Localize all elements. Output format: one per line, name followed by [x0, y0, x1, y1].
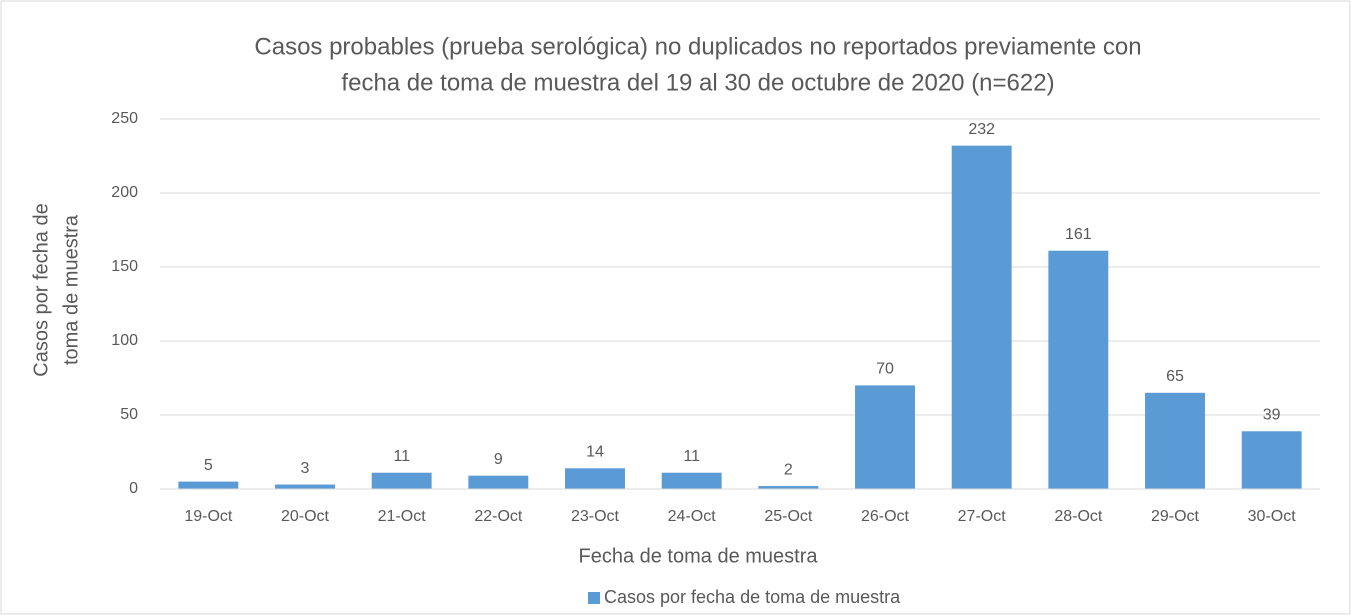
data-label: 5: [204, 457, 213, 474]
data-label: 11: [393, 448, 410, 465]
bar: [855, 385, 915, 489]
x-tick-label: 22-Oct: [474, 508, 523, 525]
data-label: 65: [1166, 368, 1184, 385]
bar: [371, 472, 432, 489]
y-tick-label: 200: [111, 184, 138, 201]
bar: [1241, 431, 1302, 489]
x-tick-label: 29-Oct: [1151, 508, 1200, 525]
bar: [565, 468, 625, 489]
y-tick-label: 150: [111, 258, 138, 275]
y-tick-label: 100: [111, 332, 138, 349]
chart-title: Casos probables (prueba serológica) no d…: [254, 33, 1141, 60]
data-label: 161: [1065, 226, 1092, 243]
bar: [758, 486, 819, 489]
x-tick-label: 24-Oct: [668, 508, 717, 525]
x-axis-title: Fecha de toma de muestra: [578, 545, 818, 567]
x-tick-label: 23-Oct: [571, 508, 620, 525]
x-tick-label: 25-Oct: [764, 508, 813, 525]
bar: [468, 475, 529, 489]
x-tick-label: 26-Oct: [861, 508, 910, 525]
bar: [178, 481, 239, 489]
bar: [951, 145, 1012, 489]
bar: [1145, 392, 1205, 489]
y-tick-label: 0: [129, 480, 138, 497]
x-tick-label: 27-Oct: [958, 508, 1007, 525]
x-tick-label: 21-Oct: [378, 508, 427, 525]
y-tick-label: 50: [120, 406, 138, 423]
bar: [661, 472, 722, 489]
data-label: 14: [586, 443, 604, 460]
data-label: 2: [784, 461, 793, 478]
x-tick-label: 19-Oct: [184, 508, 233, 525]
y-tick-label: 250: [111, 110, 138, 127]
bar: [275, 484, 335, 489]
x-tick-label: 20-Oct: [281, 508, 330, 525]
data-label: 3: [301, 460, 310, 477]
legend-label: Casos por fecha de toma de muestra: [604, 587, 901, 607]
x-tick-label: 28-Oct: [1054, 508, 1103, 525]
y-axis-title: Casos por fecha de: [30, 203, 52, 376]
legend-swatch: [588, 592, 600, 604]
x-tick-label: 30-Oct: [1248, 508, 1297, 525]
data-label: 11: [683, 448, 700, 465]
bar: [1048, 250, 1109, 489]
y-axis-title: toma de muestra: [60, 214, 82, 365]
data-label: 70: [876, 361, 894, 378]
data-label: 9: [494, 451, 503, 468]
chart-title: fecha de toma de muestra del 19 al 30 de…: [341, 69, 1054, 96]
data-label: 232: [968, 121, 995, 138]
data-label: 39: [1263, 406, 1281, 423]
